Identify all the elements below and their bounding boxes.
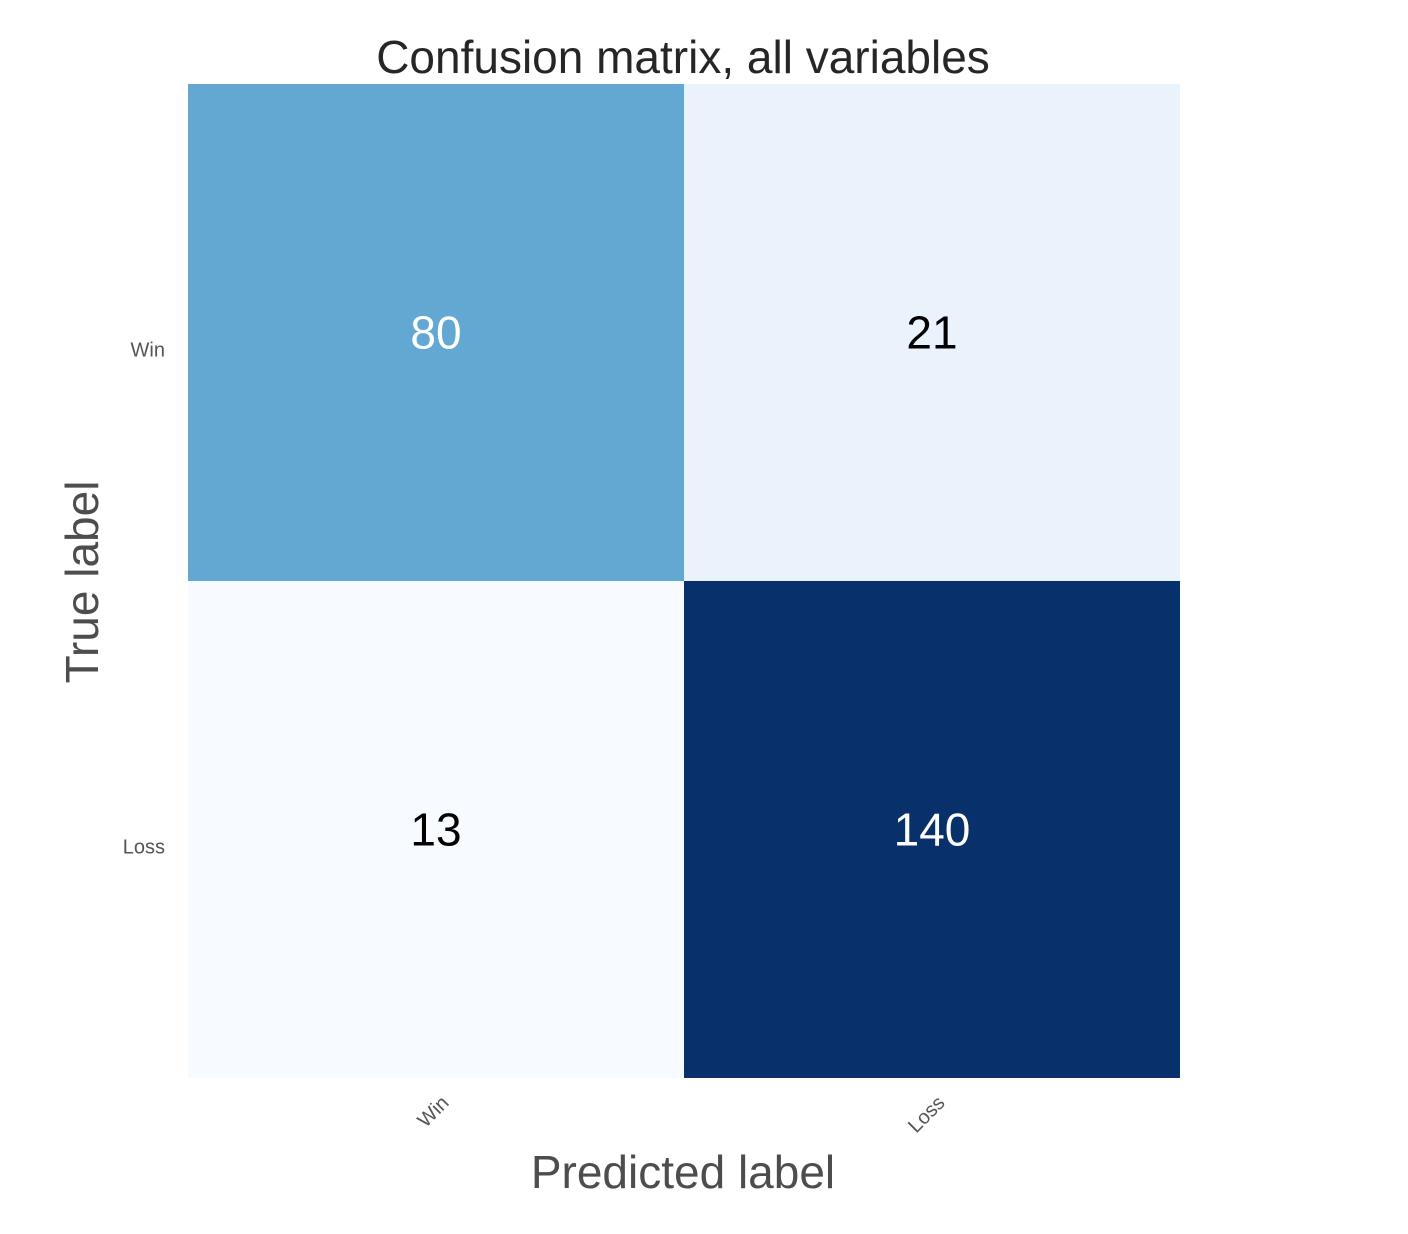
heatmap-cell-win-loss	[684, 84, 1180, 581]
y-tick-label-loss: Loss	[123, 837, 165, 859]
heatmap-cell-win-win	[188, 84, 684, 581]
cell-value-label: 140	[894, 804, 971, 856]
x-tick-labels: Win Loss	[414, 1092, 950, 1137]
x-axis-label: Predicted label	[531, 1146, 835, 1198]
heatmap-cell-loss-win	[188, 581, 684, 1078]
y-tick-labels: Win Loss	[123, 340, 165, 859]
heatmap-cell-loss-loss	[684, 581, 1180, 1078]
x-tick-label-win: Win	[414, 1092, 454, 1132]
heatmap-cells	[188, 84, 1180, 1078]
cell-value-label: 13	[410, 804, 461, 856]
cell-value-label: 21	[906, 307, 957, 359]
cell-value-label: 80	[410, 307, 461, 359]
y-tick-label-win: Win	[131, 340, 165, 362]
x-tick-label-loss: Loss	[904, 1092, 949, 1137]
chart-title: Confusion matrix, all variables	[376, 31, 990, 83]
y-axis-label: True label	[56, 481, 108, 684]
cell-value-labels: 80 21 13 140	[410, 307, 970, 856]
